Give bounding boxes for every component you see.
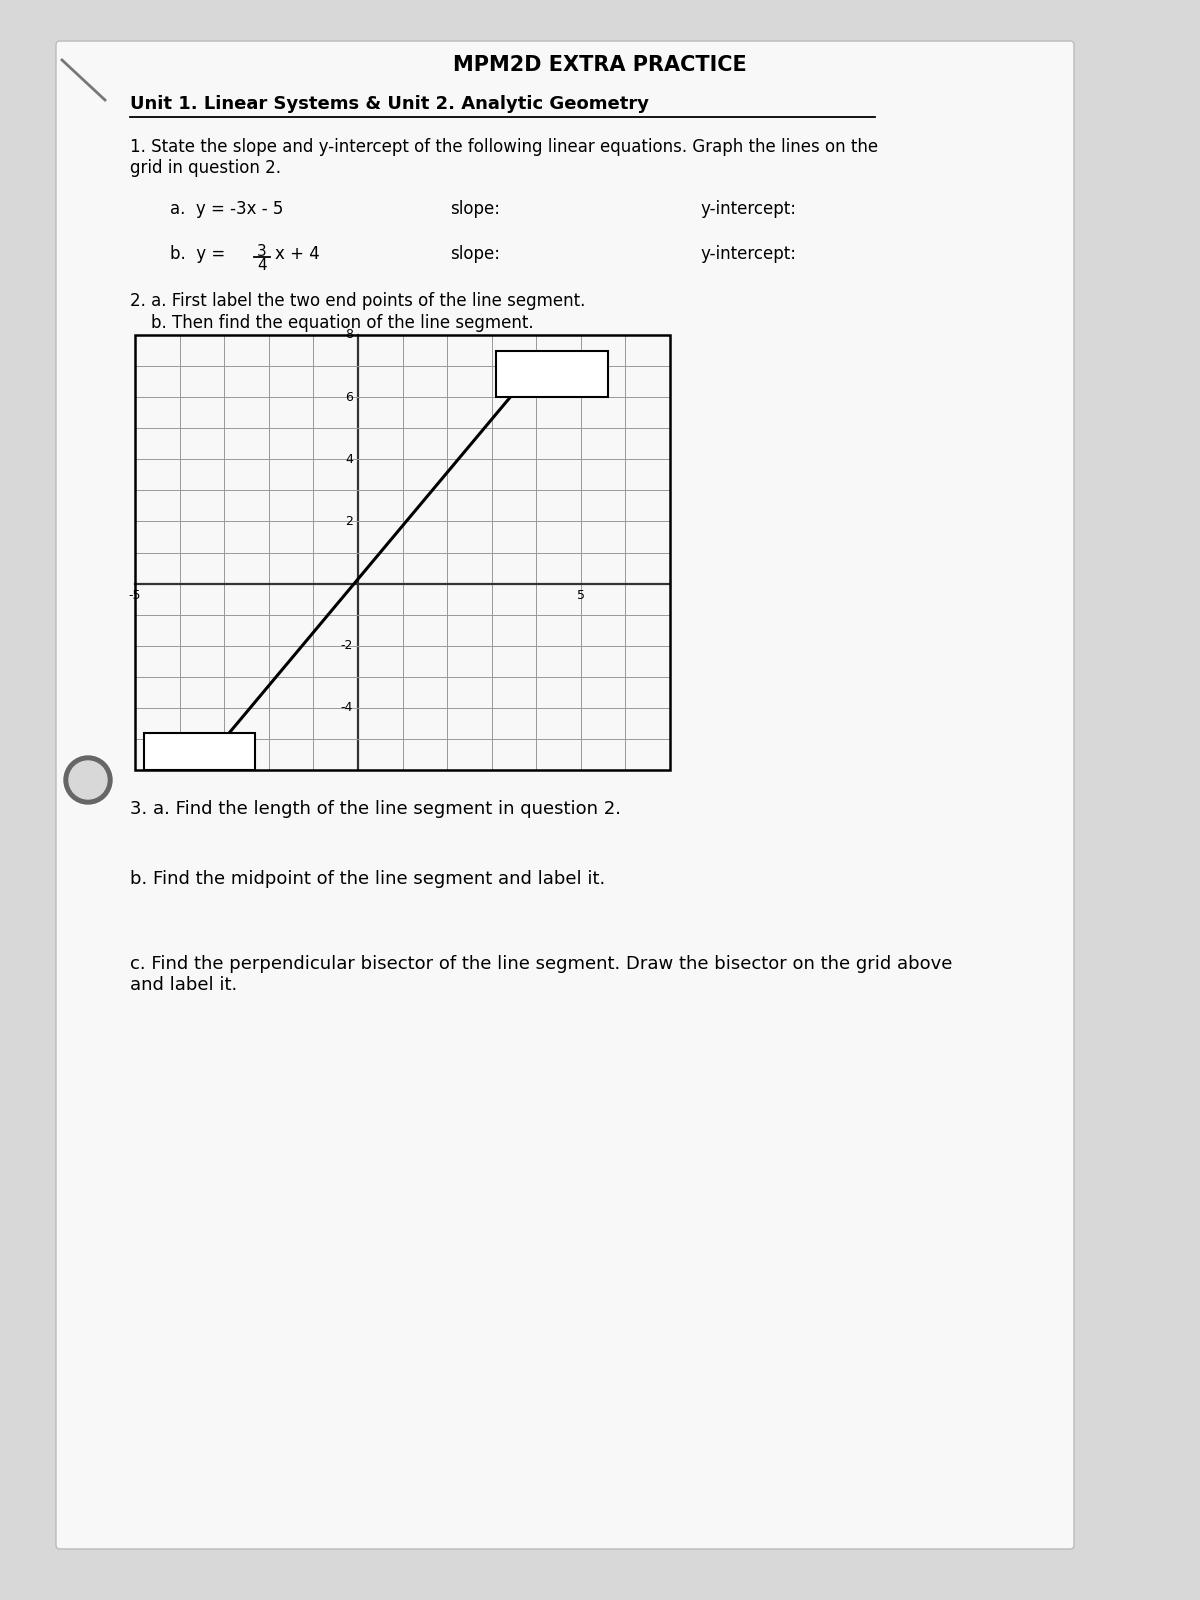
Bar (496, 350, 607, 397)
Text: 3: 3 (257, 243, 266, 259)
Text: c. Find the perpendicular bisector of the line segment. Draw the bisector on the: c. Find the perpendicular bisector of th… (130, 955, 953, 994)
Text: 4: 4 (346, 453, 353, 466)
Bar (134, 334, 670, 770)
Text: 3. a. Find the length of the line segment in question 2.: 3. a. Find the length of the line segmen… (130, 800, 622, 818)
Text: b. Then find the equation of the line segment.: b. Then find the equation of the line se… (130, 314, 534, 333)
Text: 4: 4 (257, 258, 266, 274)
Circle shape (70, 762, 107, 798)
Text: 5: 5 (577, 589, 584, 602)
Text: a.  y = -3x - 5: a. y = -3x - 5 (170, 200, 283, 218)
Text: 1. State the slope and y-intercept of the following linear equations. Graph the : 1. State the slope and y-intercept of th… (130, 138, 878, 176)
Text: 2. a. First label the two end points of the line segment.: 2. a. First label the two end points of … (130, 291, 586, 310)
Bar (144, 733, 256, 770)
FancyBboxPatch shape (56, 42, 1074, 1549)
Text: -5: -5 (128, 589, 142, 602)
Text: 2: 2 (346, 515, 353, 528)
Text: b. Find the midpoint of the line segment and label it.: b. Find the midpoint of the line segment… (130, 870, 605, 888)
Text: Unit 1. Linear Systems & Unit 2. Analytic Geometry: Unit 1. Linear Systems & Unit 2. Analyti… (130, 94, 649, 114)
Text: MPM2D EXTRA PRACTICE: MPM2D EXTRA PRACTICE (454, 54, 746, 75)
Text: y-intercept:: y-intercept: (700, 200, 796, 218)
Text: b.  y =: b. y = (170, 245, 230, 262)
Text: slope:: slope: (450, 245, 500, 262)
Text: 6: 6 (346, 390, 353, 403)
Text: y-intercept:: y-intercept: (700, 245, 796, 262)
Text: 8: 8 (344, 328, 353, 341)
Text: -2: -2 (341, 640, 353, 653)
Text: -4: -4 (341, 701, 353, 714)
Circle shape (64, 757, 112, 803)
Text: x + 4: x + 4 (275, 245, 319, 262)
Text: slope:: slope: (450, 200, 500, 218)
